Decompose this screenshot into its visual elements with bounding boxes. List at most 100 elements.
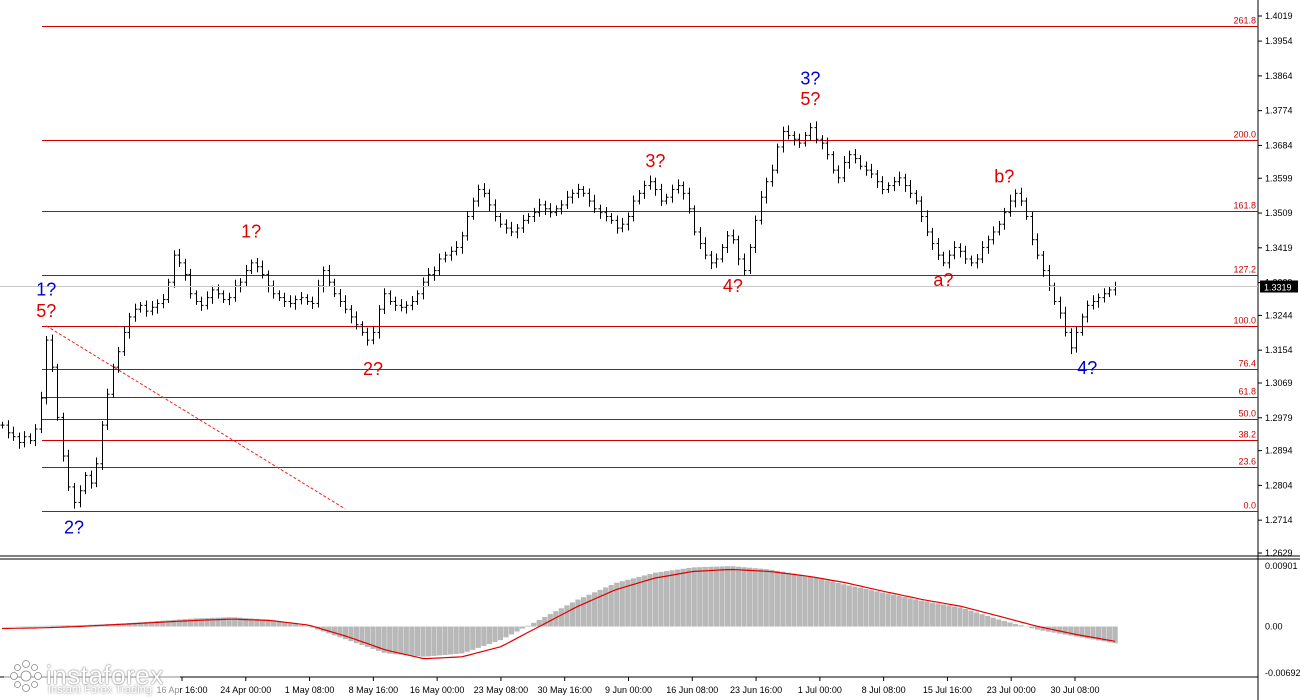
oscillator-histogram-bar [542,616,548,627]
time-tick-label: 30 May 16:00 [537,685,592,695]
oscillator-histogram-bar [891,594,897,627]
oscillator-histogram-bar [254,618,260,627]
oscillator-histogram-bar [968,610,974,627]
fib-level-label: 38.2 [1238,430,1256,440]
oscillator-histogram-bar [924,601,930,627]
oscillator-histogram-bar [935,603,941,627]
price-axis-labels: 1.4019 1.3954 1.3864 1.3774 1.3684 1.3599 1.35… [1258,11,1298,558]
oscillator-histogram-bar [913,599,919,627]
oscillator-histogram-bar [957,607,963,627]
oscillator-histogram-bar [43,625,49,627]
oscillator-histogram-bar [436,626,443,656]
oscillator-histogram-bar [1106,626,1113,643]
current-price-badge [1260,280,1298,293]
oscillator-histogram-bar [77,625,83,627]
oscillator-histogram-bar [448,626,454,655]
oscillator-histogram-bar [154,621,160,627]
oscillator-histogram-bar [237,617,243,627]
oscillator-histogram-bar [675,569,681,627]
oscillator-histogram-bar [879,592,886,627]
oscillator-histogram-bar [149,621,155,627]
dashed-trendline [46,325,346,510]
oscillator-histogram-bar [359,626,365,646]
oscillator-histogram-bar [990,617,996,627]
trendline [46,325,346,510]
price-tick-label: 1.2629 [1265,548,1293,558]
oscillator-tick-label: -0.00692 [1265,668,1300,678]
price-tick-label: 1.4019 [1265,11,1293,21]
price-tick-label: 1.3154 [1265,345,1293,355]
wave-label: 5? [36,301,56,321]
oscillator-histogram-bar [785,572,791,627]
oscillator-histogram-bar [298,625,304,627]
oscillator-histogram-bar [376,626,382,651]
oscillator-histogram-bar [902,597,908,627]
price-tick-label: 1.3419 [1265,243,1293,253]
oscillator-histogram-bar [569,602,576,627]
oscillator-histogram-bar [769,569,775,627]
oscillator-histogram-bar [171,619,177,627]
time-tick-label: 23 Jul 00:00 [987,685,1036,695]
time-tick-label: 1 Jul 00:00 [798,685,842,695]
oscillator-histogram-bar [65,625,72,627]
wave-label: 3? [800,68,820,88]
wave-label: 5? [800,89,820,109]
oscillator-histogram-bar [1018,625,1024,627]
oscillator-histogram-bar [160,620,166,627]
wave-label: 4? [1077,358,1097,378]
oscillator-histogram-bar [846,585,852,627]
oscillator-histogram-bar [353,626,360,644]
oscillator-histogram-bar [232,617,238,627]
oscillator-histogram-bar [536,619,542,627]
oscillator-histogram-bar [1007,622,1013,627]
oscillator-histogram-bar [752,568,758,627]
oscillator-histogram-bar [342,626,349,640]
oscillator-histogram-bar [503,626,509,638]
watermark-backdrop [4,655,180,697]
oscillator-histogram-bar [204,618,210,627]
oscillator-histogram-bar [1029,626,1035,629]
time-tick-label: 16 Apr 16:00 [156,685,207,695]
watermark-brand: instaforex [46,660,164,690]
oscillator-histogram-bar [852,586,858,627]
price-tick-label: 1.2979 [1265,413,1293,423]
oscillator-histogram-bar [1062,626,1068,635]
oscillator-histogram-bar [420,626,426,657]
oscillator-histogram-bar [470,626,476,650]
time-tick-label: 16 Jun 08:00 [666,685,718,695]
oscillator-histogram-bar [453,626,459,654]
oscillator-histogram-bar [176,619,182,627]
oscillator-histogram-bar [724,566,731,627]
time-tick-label: 9 Jun 00:00 [605,685,652,695]
oscillator-histogram-bar [1040,626,1046,631]
fib-level-label: 0.0 [1243,501,1256,511]
oscillator-histogram-bar [813,577,819,627]
fib-level-label: 76.4 [1238,359,1256,369]
oscillator-histogram-bar [409,626,415,656]
oscillator-histogram-bar [996,619,1002,627]
oscillator-histogram-bar [270,620,277,627]
wave-labels: 1?5?2?1?2?3?4?3?5?b?a?4? [36,68,1097,537]
wave-label: 2? [64,517,84,537]
price-tick-label: 1.3069 [1265,378,1293,388]
oscillator-histogram-bar [215,617,221,627]
oscillator-histogram-bar [464,626,470,652]
oscillator-histogram-bar [370,626,376,649]
time-tick-label: 16 May 00:00 [410,685,465,695]
oscillator-histogram-bar [713,566,720,627]
oscillator-tick-label: 0.00901 [1265,561,1298,571]
oscillator-histogram-bar [824,580,830,627]
oscillator-histogram-bar [248,618,254,627]
oscillator-histogram-bar [414,626,420,657]
oscillator-histogram-bar [608,585,614,627]
oscillator-histogram-bar [520,626,526,629]
oscillator-histogram-bar [126,622,133,627]
oscillator-histogram-bar [597,589,603,627]
oscillator-histogram-bar [896,595,902,627]
oscillator-histogram-bar [115,623,121,627]
fib-level-label: 50.0 [1238,409,1256,419]
oscillator-histogram-bar [819,579,825,627]
oscillator-histogram-bar [403,626,409,656]
fib-level-label: 100.0 [1233,316,1256,326]
oscillator-histogram-bar [54,625,61,627]
